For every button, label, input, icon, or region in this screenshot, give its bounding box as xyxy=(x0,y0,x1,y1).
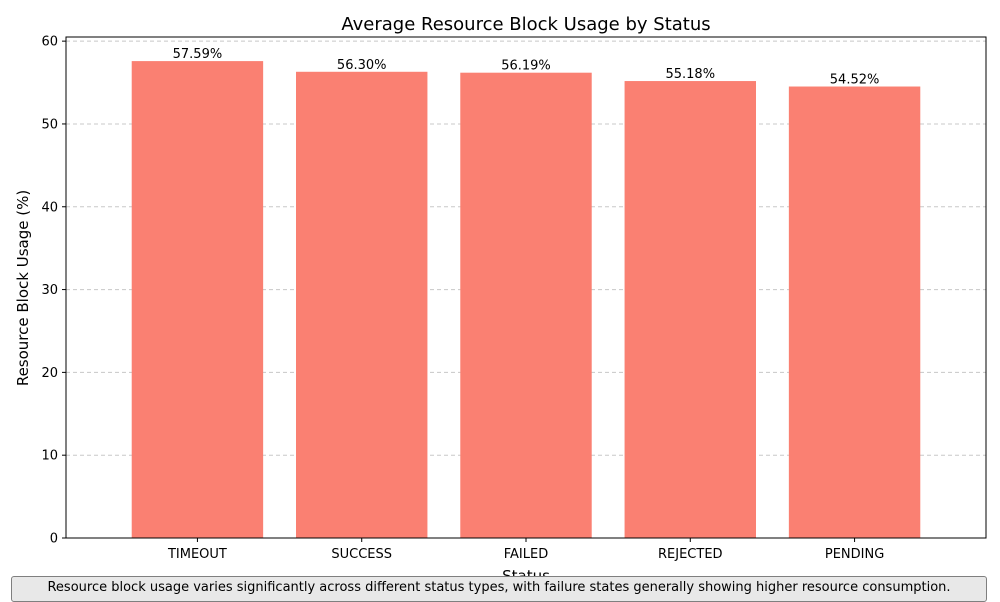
x-tick-label: TIMEOUT xyxy=(167,547,227,562)
bar-timeout xyxy=(131,61,264,538)
y-tick-label: 30 xyxy=(41,283,58,298)
bar-pending xyxy=(788,86,921,539)
chart-title: Average Resource Block Usage by Status xyxy=(341,14,710,35)
caption-text: Resource block usage varies significantl… xyxy=(47,579,951,595)
x-tick-label: PENDING xyxy=(825,547,884,562)
x-axis: TIMEOUT SUCCESS FAILED REJECTED PENDING xyxy=(167,538,884,562)
bar-value-label: 55.18% xyxy=(665,67,715,82)
bars xyxy=(131,61,921,539)
bar-data-labels: 57.59% 56.30% 56.19% 55.18% 54.52% xyxy=(173,47,880,87)
y-tick-label: 60 xyxy=(41,35,58,50)
y-tick-label: 0 xyxy=(50,532,58,547)
y-axis: 0 10 20 30 40 50 60 xyxy=(41,35,66,547)
y-axis-label: Resource Block Usage (%) xyxy=(14,190,32,386)
x-tick-label: FAILED xyxy=(504,547,548,562)
bar-value-label: 54.52% xyxy=(830,73,880,88)
bar-value-label: 57.59% xyxy=(173,47,223,62)
caption-box: Resource block usage varies significantl… xyxy=(11,576,987,602)
bar-rejected xyxy=(624,81,756,539)
x-tick-label: SUCCESS xyxy=(331,547,392,562)
bar-failed xyxy=(460,72,592,538)
x-axis-label: Status xyxy=(502,567,550,576)
bar-chart: 57.59% 56.30% 56.19% 55.18% 54.52% 0 10 20 30 40… xyxy=(14,14,987,576)
bar-value-label: 56.30% xyxy=(337,58,387,73)
bar-value-label: 56.19% xyxy=(501,59,551,74)
x-tick-label: REJECTED xyxy=(658,547,723,562)
y-tick-label: 20 xyxy=(41,366,58,381)
y-tick-label: 50 xyxy=(41,117,58,132)
bar-success xyxy=(296,71,428,539)
y-tick-label: 40 xyxy=(41,200,58,215)
y-tick-label: 10 xyxy=(41,449,58,464)
